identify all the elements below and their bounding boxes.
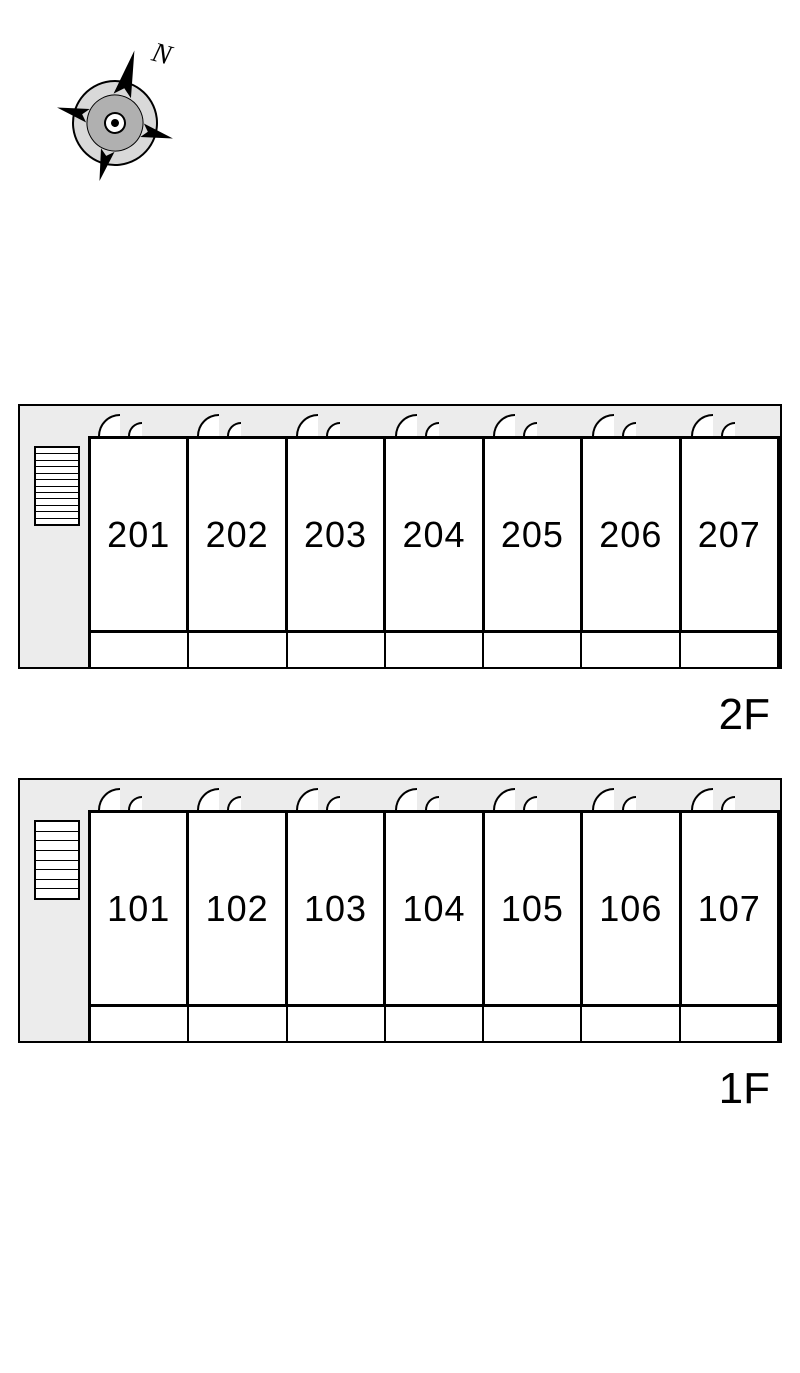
door-icon [197, 414, 219, 436]
door-icon [98, 414, 120, 436]
room-105: 105 [482, 810, 580, 1007]
floor-label-1f: 1F [719, 1064, 770, 1114]
stairs-icon [34, 820, 80, 900]
floor-block-1f: 101102103104105106107 [18, 778, 782, 1043]
floor-label-2f: 2F [719, 690, 770, 740]
room-104: 104 [383, 810, 481, 1007]
door-icon [425, 422, 439, 436]
room-103: 103 [285, 810, 383, 1007]
rooms-row: 201202203204205206207 [88, 436, 780, 633]
door-strip [88, 780, 780, 810]
door-icon [197, 788, 219, 810]
door-icon [691, 788, 713, 810]
room-207: 207 [679, 436, 780, 633]
door-icon [296, 788, 318, 810]
door-icon [326, 796, 340, 810]
stairs-icon [34, 446, 80, 526]
room-201: 201 [88, 436, 186, 633]
balcony-strip [88, 1007, 780, 1041]
door-icon [523, 422, 537, 436]
rooms-row: 101102103104105106107 [88, 810, 780, 1007]
door-icon [622, 796, 636, 810]
door-icon [227, 796, 241, 810]
door-icon [128, 796, 142, 810]
compass-rose: N [40, 15, 190, 200]
stair-area [20, 780, 88, 1041]
stair-area [20, 406, 88, 667]
door-icon [721, 422, 735, 436]
room-202: 202 [186, 436, 284, 633]
room-101: 101 [88, 810, 186, 1007]
door-icon [326, 422, 340, 436]
door-icon [395, 414, 417, 436]
door-icon [425, 796, 439, 810]
door-icon [227, 422, 241, 436]
svg-text:N: N [148, 37, 176, 72]
room-102: 102 [186, 810, 284, 1007]
room-206: 206 [580, 436, 678, 633]
door-icon [592, 414, 614, 436]
room-203: 203 [285, 436, 383, 633]
room-205: 205 [482, 436, 580, 633]
door-icon [622, 422, 636, 436]
door-strip [88, 406, 780, 436]
floor-block-2f: 201202203204205206207 [18, 404, 782, 669]
balcony-strip [88, 633, 780, 667]
door-icon [691, 414, 713, 436]
room-106: 106 [580, 810, 678, 1007]
door-icon [523, 796, 537, 810]
door-icon [296, 414, 318, 436]
room-107: 107 [679, 810, 780, 1007]
room-204: 204 [383, 436, 481, 633]
door-icon [128, 422, 142, 436]
door-icon [493, 788, 515, 810]
door-icon [493, 414, 515, 436]
door-icon [721, 796, 735, 810]
door-icon [395, 788, 417, 810]
door-icon [98, 788, 120, 810]
door-icon [592, 788, 614, 810]
